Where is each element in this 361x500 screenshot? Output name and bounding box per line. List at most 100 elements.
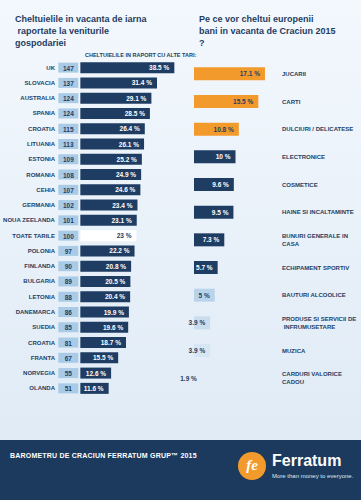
svg-text:28.5 %: 28.5 % — [125, 110, 145, 117]
svg-text:3.9 %: 3.9 % — [189, 319, 206, 326]
svg-text:bani in vacanta de Craciun 201: bani in vacanta de Craciun 2015 — [199, 26, 336, 36]
svg-text:124: 124 — [63, 110, 74, 117]
svg-text:23.1 %: 23.1 % — [111, 217, 131, 224]
svg-text:CEHIA: CEHIA — [36, 187, 55, 193]
svg-text:20.4 %: 20.4 % — [105, 293, 125, 300]
svg-text:107: 107 — [63, 187, 74, 194]
svg-text:PRODUSE SI SERVICII DE: PRODUSE SI SERVICII DE — [282, 316, 356, 322]
svg-text:89: 89 — [65, 278, 73, 285]
svg-text:Cheltuielile in vacanta de iar: Cheltuielile in vacanta de iarna — [15, 14, 148, 24]
svg-text:5.7 %: 5.7 % — [196, 264, 213, 271]
svg-text:DULCIURI / DELICATESE: DULCIURI / DELICATESE — [282, 126, 353, 132]
svg-text:101: 101 — [63, 217, 74, 224]
svg-text:AUSTRALIA: AUSTRALIA — [20, 95, 55, 101]
svg-text:CROATIA: CROATIA — [28, 340, 56, 346]
svg-text:CROATIA: CROATIA — [28, 126, 56, 132]
svg-text:11.6 %: 11.6 % — [84, 385, 104, 392]
svg-text:LETONIA: LETONIA — [29, 294, 56, 300]
svg-text:55: 55 — [65, 370, 73, 377]
svg-text:115: 115 — [63, 126, 74, 133]
svg-text:BUNURI GENERALE IN: BUNURI GENERALE IN — [282, 233, 350, 239]
svg-text:15.5 %: 15.5 % — [93, 354, 113, 361]
svg-text:?: ? — [199, 38, 205, 48]
svg-text:9.6 %: 9.6 % — [212, 181, 229, 188]
svg-text:ROMANIA: ROMANIA — [26, 172, 55, 178]
svg-text:26.1 %: 26.1 % — [119, 141, 139, 148]
svg-text:ESTONIA: ESTONIA — [28, 156, 55, 162]
svg-text:CARTI: CARTI — [282, 99, 301, 105]
svg-text:67: 67 — [65, 355, 73, 362]
svg-text:DANEMARCA: DANEMARCA — [16, 309, 56, 315]
svg-text:SUEDIA: SUEDIA — [32, 324, 55, 330]
svg-text:90: 90 — [65, 263, 73, 270]
svg-text:NORVEGIA: NORVEGIA — [23, 370, 56, 376]
svg-text:5 %: 5 % — [199, 292, 210, 299]
svg-text:1.9 %: 1.9 % — [180, 375, 197, 382]
svg-text:147: 147 — [63, 65, 74, 72]
svg-text:24.6 %: 24.6 % — [115, 186, 135, 193]
svg-text:108: 108 — [63, 172, 74, 179]
svg-text:19.9 %: 19.9 % — [104, 309, 124, 316]
svg-text:51: 51 — [65, 385, 73, 392]
svg-text:124: 124 — [63, 95, 74, 102]
svg-text:23 %: 23 % — [117, 232, 132, 239]
svg-text:SPANIA: SPANIA — [33, 110, 56, 116]
svg-text:TOATE TARILE: TOATE TARILE — [12, 233, 55, 239]
svg-text:LITUANIA: LITUANIA — [27, 141, 56, 147]
svg-text:24.9 %: 24.9 % — [116, 171, 136, 178]
svg-text:FRANTA: FRANTA — [31, 355, 56, 361]
svg-text:97: 97 — [65, 248, 73, 255]
svg-text:COSMETICE: COSMETICE — [282, 182, 318, 188]
svg-text:86: 86 — [65, 309, 73, 316]
svg-text:BULGARIA: BULGARIA — [23, 278, 55, 284]
svg-text:9.5 %: 9.5 % — [212, 209, 229, 216]
html-text:Ferratum: Ferratum — [272, 452, 342, 469]
svg-text:raportate la veniturile: raportate la veniturile — [15, 26, 112, 36]
svg-text:10 %: 10 % — [216, 153, 231, 160]
svg-text:Pe ce vor cheltui europenii: Pe ce vor cheltui europenii — [199, 14, 316, 24]
svg-text:88: 88 — [65, 294, 73, 301]
svg-text:gospodariei: gospodariei — [15, 38, 66, 48]
svg-text:137: 137 — [63, 80, 74, 87]
svg-text:102: 102 — [63, 202, 74, 209]
svg-text:22.2 %: 22.2 % — [109, 247, 129, 254]
svg-text:29.1 %: 29.1 % — [126, 95, 146, 102]
svg-text:JUCARII: JUCARII — [282, 71, 306, 77]
svg-text:20.5 %: 20.5 % — [105, 278, 125, 285]
svg-text:113: 113 — [63, 141, 74, 148]
svg-text:31.4 %: 31.4 % — [132, 79, 152, 86]
svg-text:25.2 %: 25.2 % — [117, 156, 137, 163]
svg-text:3.9 %: 3.9 % — [189, 347, 206, 354]
svg-text:CHELTUIELILE IN RAPORT CU ALTE: CHELTUIELILE IN RAPORT CU ALTE TARI: — [85, 52, 196, 58]
svg-text:38.5 %: 38.5 % — [149, 64, 169, 71]
svg-text:FINLANDA: FINLANDA — [24, 263, 55, 269]
svg-text:SLOVACIA: SLOVACIA — [24, 80, 55, 86]
svg-text:POLONIA: POLONIA — [28, 248, 56, 254]
svg-text:CASA: CASA — [282, 241, 300, 247]
svg-text:100: 100 — [63, 233, 74, 240]
svg-text:MUZICA: MUZICA — [282, 348, 306, 354]
svg-text:109: 109 — [63, 156, 74, 163]
svg-text:18.7 %: 18.7 % — [101, 339, 121, 346]
svg-text:INFRUMUSETARE: INFRUMUSETARE — [282, 324, 335, 330]
svg-text:15.5 %: 15.5 % — [233, 98, 253, 105]
svg-text:CADOU: CADOU — [282, 379, 304, 385]
svg-text:19.6 %: 19.6 % — [103, 324, 123, 331]
svg-text:81: 81 — [65, 340, 73, 347]
svg-text:23.4 %: 23.4 % — [112, 202, 132, 209]
svg-text:HAINE SI INCALTAMINTE: HAINE SI INCALTAMINTE — [282, 209, 354, 215]
svg-text:10.8 %: 10.8 % — [214, 126, 234, 133]
svg-text:20.8 %: 20.8 % — [106, 263, 126, 270]
svg-text:12.6 %: 12.6 % — [86, 370, 106, 377]
svg-text:85: 85 — [65, 324, 73, 331]
svg-text:17.1 %: 17.1 % — [240, 70, 260, 77]
svg-text:ELECTRONICE: ELECTRONICE — [282, 154, 325, 160]
svg-text:CARDURI VALORICE: CARDURI VALORICE — [282, 371, 344, 377]
svg-text:BAUTURI ALCOOLICE: BAUTURI ALCOOLICE — [282, 292, 346, 298]
svg-text:ECHIPAMENT SPORTIV: ECHIPAMENT SPORTIV — [282, 265, 349, 271]
svg-text:GERMANIA: GERMANIA — [22, 202, 55, 208]
svg-text:NOUA ZEELANDA: NOUA ZEELANDA — [3, 217, 55, 223]
svg-text:26.4 %: 26.4 % — [120, 125, 140, 132]
svg-text:OLANDA: OLANDA — [29, 385, 55, 391]
svg-text:7.3 %: 7.3 % — [203, 236, 220, 243]
